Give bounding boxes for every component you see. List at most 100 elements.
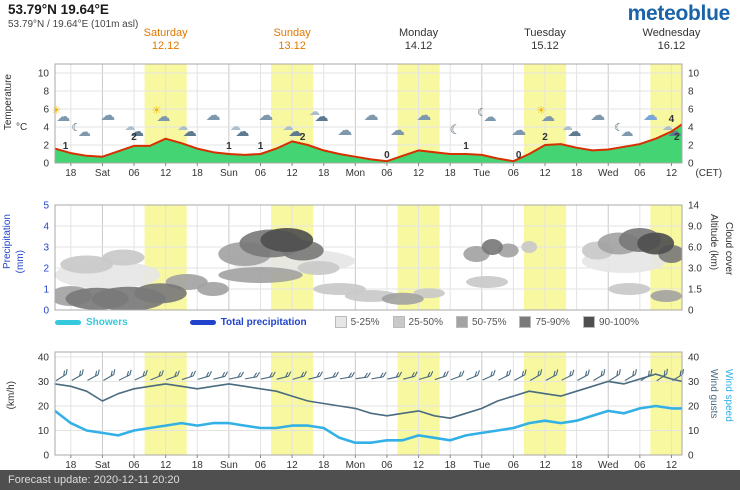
clouds-icon: ☁☁ (283, 120, 303, 140)
day-name: Sunday (273, 27, 311, 39)
temperature-line (55, 123, 682, 163)
day-date: 14.12 (404, 39, 433, 52)
day-name: Wednesday (642, 27, 701, 39)
cloud-icon: ☁ (337, 121, 352, 139)
footer-text: Forecast update: 2020-12-11 20:20 (8, 474, 180, 486)
wind-barb (55, 368, 68, 382)
wind-panel: 0 0 10 10 20 20 30 30 40 40 18 Sat 06 12 18 Sun 06 12 18 Mo… (38, 351, 700, 471)
day-label-saturday[interactable]: Saturday 12.12 (144, 27, 188, 52)
clouds-icon: ☁☁ (562, 120, 582, 140)
wind-barb (450, 370, 465, 381)
svg-text:☁: ☁ (364, 106, 379, 124)
showers-label: Showers (86, 316, 128, 328)
y-tick-label: 30 (38, 377, 50, 388)
svg-text:☁: ☁ (643, 106, 658, 124)
time-tick-label: Mon (346, 460, 365, 471)
svg-text:☁: ☁ (567, 124, 581, 140)
svg-text:☀: ☀ (151, 104, 161, 117)
temperature-value-label: 0 (516, 150, 522, 161)
svg-text:☁: ☁ (258, 106, 273, 124)
svg-text:☾: ☾ (477, 106, 487, 119)
cloud-cover-swatch (334, 316, 347, 328)
altitude-tick-label: 14 (688, 201, 700, 212)
cloud-blob (650, 290, 682, 302)
cloud-cover-bin-label: 75-90% (535, 316, 570, 328)
svg-text:☁: ☁ (621, 125, 634, 140)
svg-text:☁: ☁ (511, 121, 526, 139)
sun-cloud-icon: ☀☁ (51, 104, 70, 125)
time-tick-label: 18 (445, 168, 457, 179)
day-name: Tuesday (524, 27, 566, 39)
y-tick-label: 40 (38, 352, 50, 363)
cloud-icon: ☁ (511, 121, 526, 139)
footer-bar: Forecast update: 2020-12-11 20:20 (0, 470, 740, 490)
wind-barb (134, 369, 148, 381)
temperature-value-label: 1 (226, 141, 232, 152)
svg-text:☁: ☁ (56, 109, 70, 125)
page-title: 53.79°N 19.64°E (8, 2, 109, 17)
temperature-unit-label: °C (16, 122, 28, 133)
temperature-axis-label: Temperature (3, 74, 14, 131)
wind-barb (181, 370, 196, 381)
wind-gusts-axis-label: Wind gusts (708, 369, 719, 419)
legend-bin-25-50%: 25-50% (392, 316, 443, 328)
cloud-blob (260, 228, 314, 252)
clouds-icon: ☁☁ (309, 105, 329, 125)
time-tick-label: 06 (128, 460, 140, 471)
temperature-value-label: 2 (300, 132, 306, 143)
time-tick-label: 06 (381, 168, 393, 179)
legend-showers: Showers (55, 317, 128, 328)
clouds-icon: ☁☁ (662, 120, 682, 140)
moon-cloud-icon: ☾☁ (71, 121, 90, 140)
cloud-cover-swatch (582, 316, 595, 328)
y-tick-label: 2 (688, 141, 694, 152)
cloud-icon: ☁ (100, 106, 115, 124)
svg-text:☁: ☁ (484, 110, 497, 125)
wind-unit-label: (km/h) (6, 381, 17, 410)
wind-barb (514, 369, 527, 381)
wind-barb (292, 371, 307, 380)
temperature-value-label: 1 (258, 141, 264, 152)
svg-text:☁: ☁ (314, 109, 328, 125)
y-tick-label: 0 (43, 451, 49, 462)
temperature-value-label: 2 (542, 132, 548, 143)
day-label-monday[interactable]: Monday 14.12 (399, 27, 438, 52)
time-tick-label: 06 (508, 168, 520, 179)
temperature-panel: ☀☁☾☁☁☁☁☀☁☁☁☁☁☁☁☁☁☁☁☁☁☁☁☾☾☁☁☀☁☁☁☁☾☁☁☁☁121… (38, 63, 722, 179)
y-tick-label: 10 (38, 426, 50, 437)
cloud-icon: ☁ (590, 106, 605, 124)
legend-bin-5-25%: 5-25% (334, 316, 380, 328)
showers-swatch (55, 319, 81, 325)
time-tick-label: Tue (473, 460, 490, 471)
y-tick-label: 40 (688, 352, 700, 363)
y-tick-label: 10 (688, 426, 700, 437)
time-tick-label: Sat (95, 460, 110, 471)
svg-text:☁: ☁ (130, 124, 144, 140)
time-tick-label: 18 (192, 168, 204, 179)
precipitation-axis-label: Precipitation (2, 214, 13, 270)
time-tick-label: 06 (128, 168, 140, 179)
time-tick-label: 18 (318, 460, 330, 471)
time-tick-label: Sun (220, 168, 238, 179)
time-tick-label: 06 (634, 168, 646, 179)
wind-barb (434, 370, 449, 381)
time-tick-label: 18 (571, 168, 583, 179)
day-label-tuesday[interactable]: Tuesday 15.12 (524, 27, 566, 52)
wind-barb (561, 369, 575, 381)
time-tick-label: 18 (65, 460, 77, 471)
altitude-tick-label: 1.5 (688, 285, 702, 296)
time-tick-label: 18 (318, 168, 330, 179)
legend-bin-90-100%: 90-100% (582, 316, 639, 328)
cloud-blob (218, 267, 303, 283)
time-tick-label: 12 (287, 460, 299, 471)
y-tick-label: 6 (43, 105, 49, 116)
wind-barb (593, 369, 606, 381)
precip-tick-label: 4 (43, 222, 49, 233)
wind-barb (276, 371, 292, 380)
time-tick-label: 18 (65, 168, 77, 179)
day-label-sunday[interactable]: Sunday 13.12 (273, 27, 310, 52)
day-label-wednesday[interactable]: Wednesday 16.12 (643, 27, 701, 52)
meteoblue-logo[interactable]: meteoblue (627, 2, 731, 25)
day-date: 15.12 (531, 39, 559, 52)
time-tick-label: 12 (539, 460, 551, 471)
